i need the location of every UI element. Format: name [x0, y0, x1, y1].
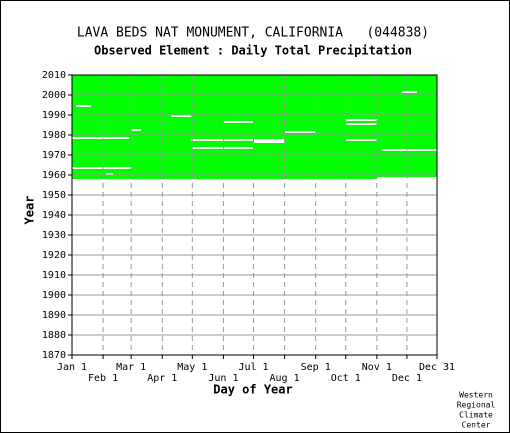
x-tick-label: May 1	[177, 362, 207, 373]
missing-gap	[191, 139, 285, 141]
chart-subtitle: Observed Element : Daily Total Precipita…	[94, 44, 412, 58]
x-tick-label: Aug 1	[270, 373, 300, 384]
y-tick-label: 1990	[42, 110, 66, 121]
y-tick-label: 1940	[42, 210, 66, 221]
chart-title: LAVA BEDS NAT MONUMENT, CALIFORNIA (0448…	[77, 26, 429, 41]
y-tick-label: 1950	[42, 190, 66, 201]
missing-gap	[253, 141, 285, 143]
y-tick-label: 1880	[42, 330, 66, 341]
y-tick-label: 1870	[42, 350, 66, 361]
missing-gap	[223, 121, 254, 123]
y-tick-label: 2000	[42, 90, 66, 101]
missing-gap	[345, 123, 377, 125]
y-tick-label: 1920	[42, 250, 66, 261]
y-tick-label: 1890	[42, 310, 66, 321]
missing-gap	[345, 139, 377, 141]
x-tick-label: Sep 1	[301, 362, 331, 373]
missing-gap	[381, 149, 437, 151]
missing-gap	[72, 137, 130, 139]
data-block	[72, 75, 437, 179]
missing-gap	[171, 115, 192, 117]
missing-gap	[72, 167, 132, 169]
y-tick-label: 1900	[42, 290, 66, 301]
missing-gap	[76, 105, 92, 107]
x-tick-label: Dec 1	[392, 373, 422, 384]
footer-line: Climate	[459, 411, 493, 420]
x-tick-label: Jul 1	[238, 362, 268, 373]
x-tick-label: Apr 1	[147, 373, 177, 384]
missing-gap	[131, 129, 142, 131]
footer-line: Regional	[457, 401, 496, 410]
y-tick-label: 1970	[42, 150, 66, 161]
y-tick-label: 1930	[42, 230, 66, 241]
missing-gap	[192, 147, 254, 149]
y-tick-label: 1960	[42, 170, 66, 181]
footer-line: Center	[462, 421, 491, 430]
x-tick-label: Jun 1	[208, 373, 238, 384]
x-tick-label: Jan 1	[57, 362, 87, 373]
x-axis-label: Day of Year	[213, 383, 292, 397]
y-tick-label: 1980	[42, 130, 66, 141]
y-tick-label: 2010	[42, 70, 66, 81]
x-tick-label: Mar 1	[116, 362, 146, 373]
missing-gap	[106, 173, 114, 175]
x-tick-label: Feb 1	[88, 373, 118, 384]
x-tick-label: Nov 1	[362, 362, 392, 373]
missing-gap	[284, 131, 316, 133]
x-tick-label: Oct 1	[331, 373, 361, 384]
missing-gap	[345, 119, 377, 121]
y-tick-label: 1910	[42, 270, 66, 281]
footer-line: Western	[459, 391, 493, 400]
x-tick-label: Dec 31	[419, 362, 455, 373]
missing-gap	[401, 91, 417, 93]
y-axis-label: Year	[23, 196, 37, 225]
plot-border	[71, 74, 438, 356]
